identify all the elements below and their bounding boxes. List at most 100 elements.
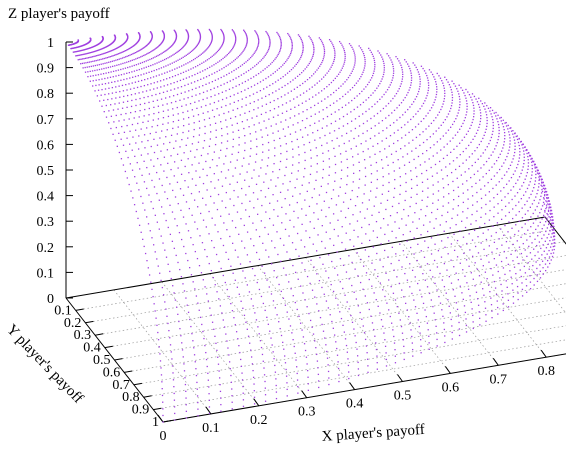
surface-point — [538, 182, 540, 185]
surface-point — [415, 202, 417, 205]
surface-point — [258, 235, 261, 238]
surface-point — [336, 75, 338, 77]
surface-point — [349, 74, 351, 77]
surface-point — [308, 35, 310, 37]
surface-point — [104, 46, 106, 49]
surface-point — [519, 151, 521, 153]
surface-point — [203, 51, 205, 53]
surface-point — [206, 174, 208, 177]
surface-point — [374, 89, 376, 92]
surface-point — [138, 56, 140, 59]
surface-point — [286, 150, 288, 153]
surface-point — [297, 217, 299, 219]
surface-point — [251, 267, 254, 270]
surface-point — [321, 323, 323, 326]
surface-point — [198, 31, 201, 33]
surface-point — [527, 168, 529, 171]
surface-point — [387, 190, 390, 192]
surface-point — [202, 98, 204, 101]
surface-point — [102, 53, 104, 55]
surface-point — [178, 231, 181, 234]
surface-point — [180, 159, 183, 161]
surface-point — [171, 62, 173, 64]
surface-point — [203, 119, 206, 121]
surface-point — [279, 145, 282, 147]
surface-point — [78, 54, 80, 56]
surface-point — [453, 249, 456, 252]
surface-point — [182, 56, 184, 58]
surface-point — [544, 240, 546, 242]
surface-point — [489, 107, 492, 109]
surface-point — [262, 143, 264, 146]
surface-point — [333, 228, 335, 231]
surface-point — [447, 129, 450, 131]
surface-point — [93, 60, 96, 62]
surface-point — [551, 233, 553, 235]
surface-point — [530, 216, 532, 218]
surface-point — [458, 321, 460, 324]
surface-point — [294, 106, 296, 108]
surface-point — [244, 46, 247, 49]
surface-point — [324, 74, 327, 76]
surface-point — [393, 196, 395, 199]
surface-point — [88, 52, 91, 54]
surface-point — [543, 234, 545, 236]
surface-point — [516, 240, 518, 242]
surface-point — [435, 130, 437, 132]
surface-point — [372, 246, 374, 248]
surface-point — [162, 123, 164, 125]
surface-point — [461, 292, 463, 294]
surface-point — [202, 91, 205, 94]
surface-point — [416, 184, 418, 187]
surface-point — [543, 195, 546, 197]
surface-point — [331, 42, 333, 44]
surface-point — [523, 194, 525, 196]
surface-point — [474, 245, 477, 248]
surface-point — [410, 72, 412, 74]
surface-point — [531, 203, 534, 205]
surface-point — [492, 274, 494, 276]
surface-point — [527, 210, 529, 212]
surface-point — [452, 289, 455, 291]
surface-point — [313, 266, 315, 268]
surface-point — [506, 155, 508, 158]
surface-point — [273, 99, 275, 102]
x-tick-label: 0.2 — [250, 413, 268, 428]
surface-point — [539, 175, 541, 177]
surface-point — [544, 263, 547, 265]
surface-point — [134, 176, 136, 178]
surface-point — [352, 48, 354, 50]
surface-point — [234, 279, 236, 281]
surface-point — [362, 150, 364, 153]
surface-point — [310, 115, 312, 117]
surface-point — [213, 328, 215, 330]
surface-point — [157, 331, 159, 334]
surface-point — [160, 43, 162, 45]
surface-point — [158, 68, 160, 70]
surface-point — [267, 323, 270, 325]
surface-point — [549, 212, 551, 215]
surface-point — [402, 114, 404, 116]
surface-point — [358, 187, 360, 189]
surface-point — [126, 72, 128, 74]
surface-point — [172, 121, 175, 123]
surface-point — [174, 196, 177, 198]
surface-point — [372, 92, 374, 94]
surface-point — [156, 46, 158, 49]
surface-point — [353, 137, 355, 140]
surface-point — [266, 51, 268, 54]
surface-point — [411, 342, 413, 344]
surface-point — [226, 340, 228, 342]
surface-point — [319, 256, 321, 259]
surface-point — [287, 126, 289, 128]
surface-point — [305, 356, 308, 358]
surface-point — [129, 54, 131, 56]
surface-point — [227, 64, 229, 66]
surface-point — [327, 364, 329, 366]
surface-point — [492, 225, 494, 227]
surface-point — [374, 61, 376, 64]
surface-point — [367, 371, 369, 373]
surface-point — [341, 241, 343, 244]
surface-point — [352, 156, 354, 158]
surface-point — [475, 98, 477, 100]
